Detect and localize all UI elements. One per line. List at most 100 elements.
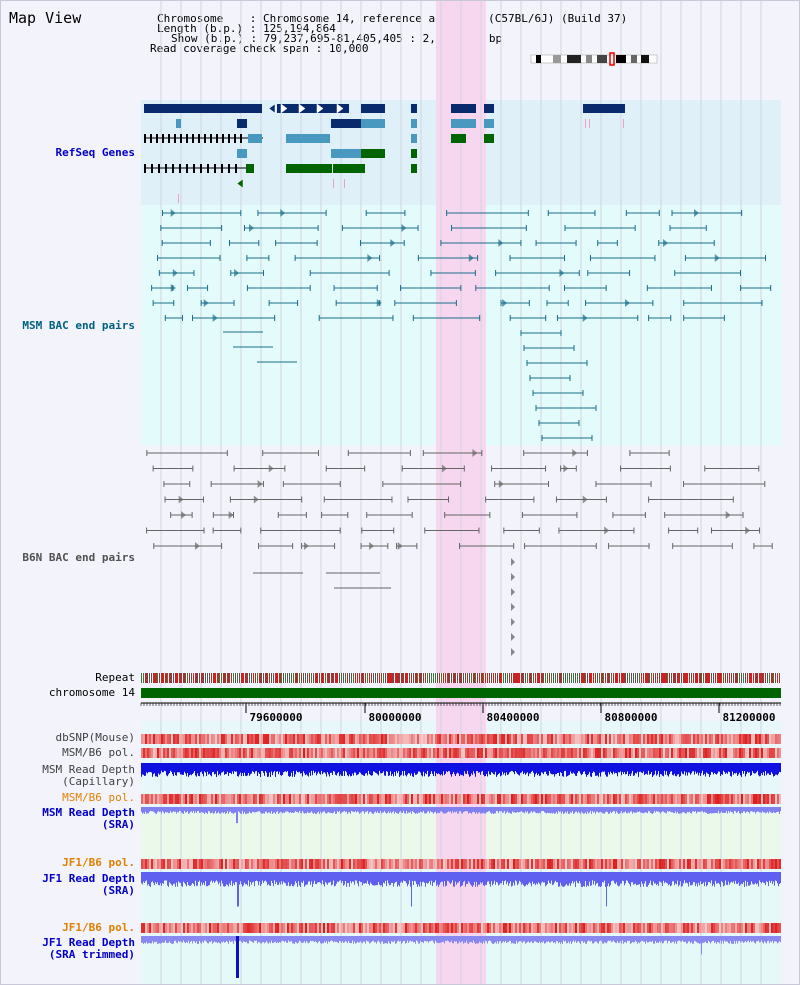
repeat-mark (369, 673, 370, 683)
jf1-b6-pol2-strip (227, 923, 229, 933)
refseq-exon (179, 164, 181, 173)
dbsnp-strip (255, 734, 257, 744)
dbsnp-strip (719, 734, 721, 744)
jf1-depth-sra-bar (402, 872, 403, 883)
jf1-depth-trimmed-bar (146, 936, 147, 942)
jf1-depth-sra-bar (461, 872, 462, 886)
jf1-b6-pol-strip (635, 859, 637, 869)
msm-depth-capillary-bar (762, 763, 763, 776)
jf1-b6-pol2-strip (579, 923, 581, 933)
jf1-depth-trimmed-bar (230, 936, 231, 942)
refseq-exon (156, 134, 158, 143)
jf1-b6-pol2-strip (353, 923, 355, 933)
dbsnp-strip (143, 734, 145, 744)
msm-b6-pol-strip (191, 748, 193, 758)
jf1-b6-pol-strip (289, 859, 291, 869)
jf1-b6-pol-strip (263, 859, 265, 869)
msm-depth-capillary-bar (217, 763, 218, 772)
msm-depth-sra-bar (285, 807, 286, 812)
msm-depth-sra-bar (609, 807, 610, 814)
jf1-depth-sra-bar (332, 872, 333, 885)
msm-depth-sra-bar (404, 807, 405, 814)
jf1-depth-sra-bar (479, 872, 480, 885)
msm-depth-sra-bar (736, 807, 737, 813)
jf1-b6-pol2-strip (405, 923, 407, 933)
msm-depth-capillary-bar (562, 763, 563, 777)
jf1-b6-pol-strip (641, 859, 643, 869)
msm-depth-capillary-bar (175, 763, 176, 776)
msm-depth-capillary-bar (320, 763, 321, 775)
msm-depth-sra-bar (716, 807, 717, 814)
jf1-b6-pol2-strip (157, 923, 159, 933)
jf1-b6-pol2-strip (533, 923, 535, 933)
msm-b6-pol2-strip (197, 794, 199, 804)
msm-depth-sra-bar (157, 807, 158, 813)
repeat-mark (497, 673, 498, 683)
msm-depth-capillary-bar (640, 763, 641, 772)
msm-depth-sra-bar (202, 807, 203, 813)
msm-depth-capillary-bar (561, 763, 562, 774)
msm-depth-capillary-bar (316, 763, 317, 776)
b6n-bac-pair (146, 450, 228, 456)
jf1-depth-sra-bar (598, 872, 599, 887)
msm-b6-pol-strip (521, 748, 523, 758)
msm-b6-pol2-strip (613, 794, 615, 804)
msm-depth-sra-bar (248, 807, 249, 814)
repeat-mark (575, 673, 576, 683)
msm-depth-sra-bar (750, 807, 751, 812)
jf1-depth-trimmed-bar (378, 936, 379, 941)
jf1-b6-pol2-strip (543, 923, 545, 933)
msm-b6-pol2-strip (777, 794, 779, 804)
msm-depth-sra-bar (524, 807, 525, 814)
jf1-b6-pol-strip (575, 859, 577, 869)
msm-depth-capillary-bar (715, 763, 716, 774)
msm-b6-pol-strip (657, 748, 659, 758)
dbsnp-strip (441, 734, 443, 744)
msm-b6-pol-strip (527, 748, 529, 758)
repeat-mark (263, 673, 264, 683)
msm-depth-sra-bar (741, 807, 742, 813)
msm-depth-sra-bar (185, 807, 186, 813)
msm-depth-capillary-bar (740, 763, 741, 776)
dbsnp-strip (327, 734, 329, 744)
msm-depth-sra-bar (453, 807, 454, 813)
jf1-depth-sra-bar (602, 872, 603, 883)
refseq-exon (200, 164, 202, 173)
msm-b6-pol2-strip (635, 794, 637, 804)
msm-depth-sra-bar (552, 807, 553, 814)
msm-depth-capillary-bar (186, 763, 187, 777)
repeat-mark (673, 673, 675, 683)
msm-b6-pol-strip (429, 748, 431, 758)
jf1-depth-sra-bar (272, 872, 273, 884)
jf1-depth-sra-bar (426, 872, 427, 883)
chromosome-key: Chromosome : (157, 12, 257, 25)
jf1-depth-trimmed-bar (273, 936, 274, 943)
msm-depth-capillary-bar (493, 763, 494, 775)
b6n-bac-pair-arrow (303, 542, 309, 550)
jf1-b6-pol-strip (603, 859, 605, 869)
msm-b6-pol-strip (349, 748, 351, 758)
msm-b6-pol-strip (671, 748, 673, 758)
dbsnp-strip (637, 734, 639, 744)
msm-b6-pol2-strip (739, 794, 741, 804)
msm-depth-capillary-bar (170, 763, 171, 771)
dbsnp-strip (421, 734, 423, 744)
msm-depth-sra-bar (476, 807, 477, 813)
msm-depth-sra-bar (376, 807, 377, 813)
msm-depth-sra-bar (538, 807, 539, 814)
msm-b6-pol2-strip (167, 794, 169, 804)
jf1-b6-pol2-strip (301, 923, 303, 933)
msm-depth-sra-bar (504, 807, 505, 811)
jf1-depth-sra-bar (732, 872, 733, 883)
repeat-mark (243, 673, 244, 683)
msm-b6-pol-strip (147, 748, 149, 758)
msm-depth-capillary-bar (315, 763, 316, 772)
jf1-b6-pol2-strip (401, 923, 403, 933)
repeat-mark (491, 673, 492, 683)
jf1-b6-pol2-strip (613, 923, 615, 933)
jf1-depth-sra-bar (673, 872, 674, 882)
repeat-mark (477, 673, 478, 683)
repeat-mark (731, 673, 732, 683)
dbsnp-strip (279, 734, 281, 744)
